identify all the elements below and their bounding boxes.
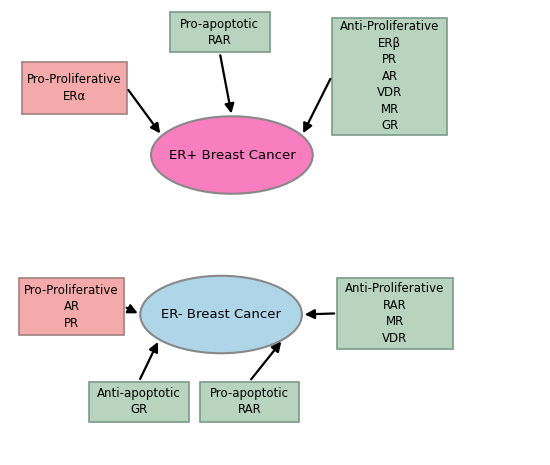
Text: ER+ Breast Cancer: ER+ Breast Cancer <box>168 148 295 161</box>
FancyBboxPatch shape <box>200 381 299 422</box>
Text: Pro-apoptotic
RAR: Pro-apoptotic RAR <box>180 18 259 47</box>
Text: Pro-Proliferative
AR
PR: Pro-Proliferative AR PR <box>24 284 119 330</box>
FancyBboxPatch shape <box>19 278 124 335</box>
Text: Anti-Proliferative
ERβ
PR
AR
VDR
MR
GR: Anti-Proliferative ERβ PR AR VDR MR GR <box>340 20 439 133</box>
FancyBboxPatch shape <box>170 13 270 53</box>
Text: Pro-apoptotic
RAR: Pro-apoptotic RAR <box>210 387 289 416</box>
Ellipse shape <box>140 276 302 353</box>
FancyBboxPatch shape <box>337 278 453 349</box>
Text: Anti-Proliferative
RAR
MR
VDR: Anti-Proliferative RAR MR VDR <box>345 282 444 345</box>
FancyBboxPatch shape <box>89 381 189 422</box>
FancyBboxPatch shape <box>21 62 126 114</box>
Ellipse shape <box>151 116 313 194</box>
Text: Pro-Proliferative
ERα: Pro-Proliferative ERα <box>27 73 122 103</box>
Text: Anti-apoptotic
GR: Anti-apoptotic GR <box>97 387 181 416</box>
FancyBboxPatch shape <box>332 18 448 134</box>
Text: ER- Breast Cancer: ER- Breast Cancer <box>161 308 281 321</box>
